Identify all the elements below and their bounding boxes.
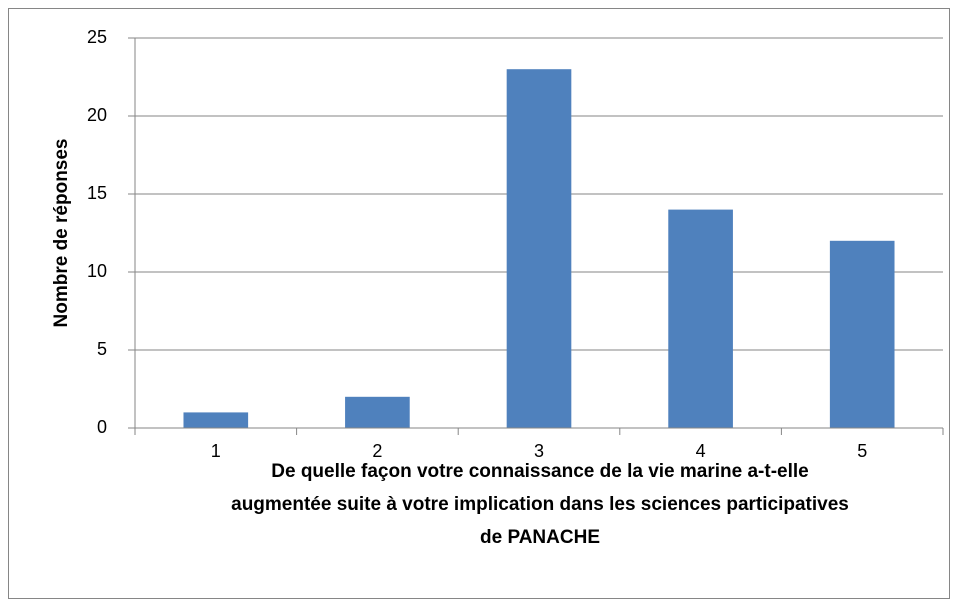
bar <box>668 209 733 428</box>
y-tick-label: 25 <box>87 27 107 47</box>
x-axis-label: De quelle façon votre connaissance de la… <box>271 461 808 482</box>
x-tick-label: 1 <box>211 441 221 461</box>
x-axis-label: augmentée suite à votre implication dans… <box>231 494 849 515</box>
y-tick-label: 5 <box>97 339 107 359</box>
x-tick-label: 3 <box>534 441 544 461</box>
x-tick-label: 2 <box>372 441 382 461</box>
y-axis-label: Nombre de réponses <box>51 139 72 328</box>
chart-frame <box>8 8 950 599</box>
bar <box>829 240 895 428</box>
y-tick-label: 10 <box>87 261 107 281</box>
bar <box>345 396 410 428</box>
x-tick-label: 4 <box>696 441 706 461</box>
bar <box>183 412 249 428</box>
y-tick-label: 15 <box>87 183 107 203</box>
x-axis-label: de PANACHE <box>480 527 600 548</box>
x-tick-label: 5 <box>857 441 867 461</box>
bar <box>506 69 572 428</box>
y-tick-label: 20 <box>87 105 107 125</box>
y-tick-label: 0 <box>97 417 107 437</box>
